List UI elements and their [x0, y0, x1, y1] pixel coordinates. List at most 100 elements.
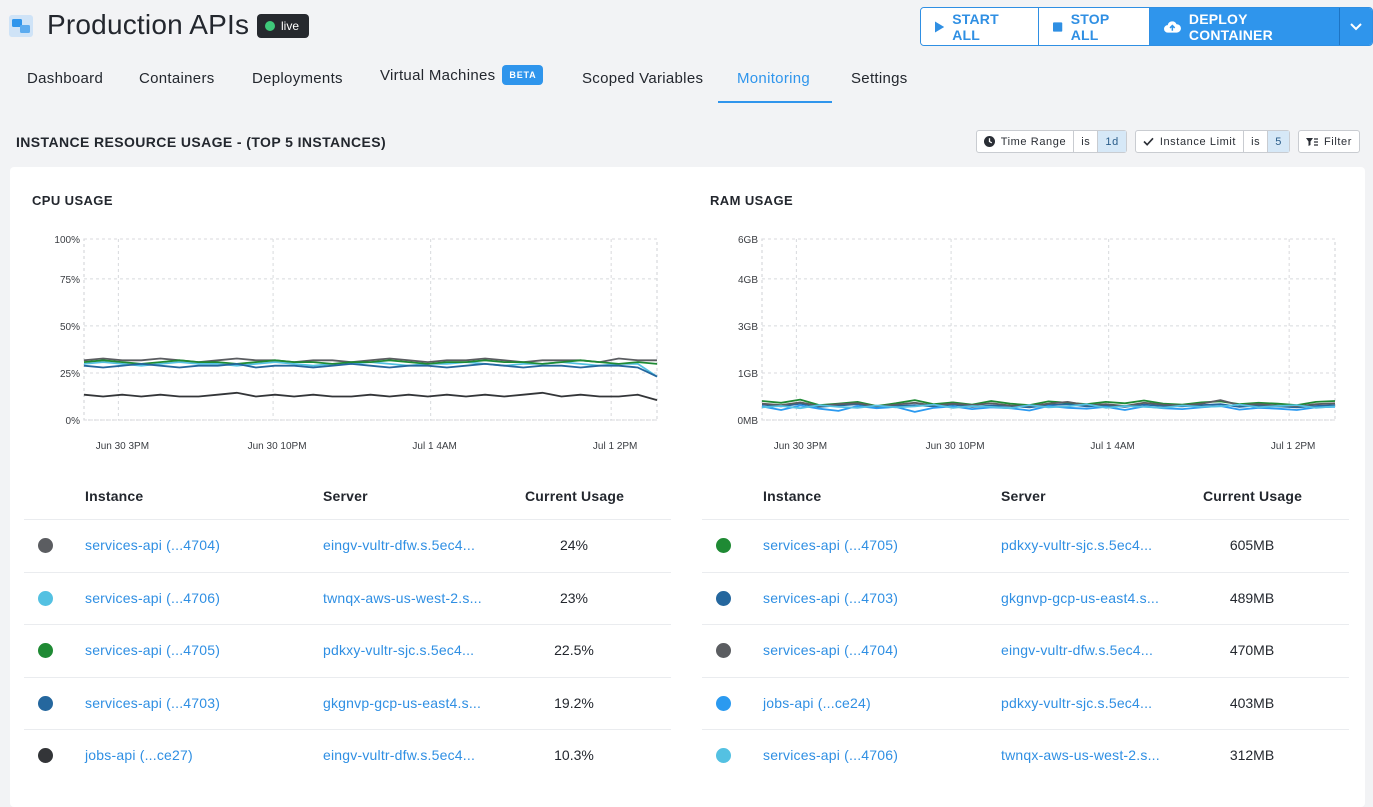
- deploy-container-label: DEPLOY CONTAINER: [1188, 10, 1273, 43]
- tab-scoped-variables[interactable]: Scoped Variables: [582, 70, 704, 87]
- series-color-dot: [716, 538, 731, 553]
- series-color-dot: [716, 590, 731, 606]
- series-line: [83, 359, 658, 365]
- instance-link[interactable]: jobs-api (...ce24): [763, 694, 871, 711]
- action-button-group: START ALL STOP ALL DEPLOY CONTAINER: [920, 7, 1373, 46]
- current-usage: 19.2%: [554, 694, 594, 711]
- x-tick-label: Jun 30 10PM: [926, 441, 985, 452]
- time-range-value[interactable]: 1d: [1098, 131, 1126, 152]
- status-badge: live: [257, 14, 309, 38]
- ram-table-header-server: Server: [1001, 488, 1046, 504]
- instance-limit-operator: is: [1244, 131, 1269, 152]
- y-tick-label: 100%: [54, 235, 80, 246]
- table-row: jobs-api (...ce24) pdkxy-vultr-sjc.s.5ec4…: [702, 676, 1349, 729]
- page-header: Production APIs live START ALL STOP ALL …: [0, 0, 1373, 52]
- server-link[interactable]: eingv-vultr-dfw.s.5ec4...: [1001, 642, 1154, 658]
- stop-icon: [1053, 21, 1063, 32]
- deploy-container-button[interactable]: DEPLOY CONTAINER: [1150, 8, 1340, 45]
- current-usage: 312MB: [1229, 747, 1275, 763]
- containers-icon: [9, 15, 33, 37]
- instance-link[interactable]: services-api (...4705): [763, 537, 899, 553]
- instance-link[interactable]: services-api (...4704): [85, 537, 221, 553]
- filter-button[interactable]: Filter: [1297, 130, 1360, 153]
- series-color-dot: [38, 748, 53, 763]
- instance-link[interactable]: services-api (...4703): [763, 589, 899, 606]
- table-row: services-api (...4706) twnqx-aws-us-west-…: [702, 729, 1349, 781]
- instance-link[interactable]: services-api (...4703): [85, 694, 221, 711]
- active-tab-indicator: [718, 101, 832, 103]
- time-range-operator: is: [1074, 131, 1099, 152]
- series-line: [83, 391, 658, 401]
- tab-monitoring[interactable]: Monitoring: [737, 70, 811, 87]
- cpu-chart-title: CPU USAGE: [32, 193, 113, 208]
- filter-bar: Time Range is 1d Instance Limit is 5 Fil…: [975, 130, 1360, 153]
- check-icon: [1143, 137, 1154, 146]
- deploy-options-button[interactable]: [1340, 8, 1372, 45]
- y-tick-label: 0%: [66, 416, 81, 427]
- current-usage: 605MB: [1229, 537, 1275, 553]
- tab-settings[interactable]: Settings: [851, 70, 908, 87]
- x-tick-label: Jul 1 2PM: [593, 441, 637, 452]
- series-line: [83, 362, 658, 378]
- instance-link[interactable]: services-api (...4706): [85, 589, 221, 606]
- server-link[interactable]: gkgnvp-gcp-us-east4.s...: [323, 694, 482, 711]
- instance-link[interactable]: services-api (...4705): [85, 642, 221, 658]
- instance-link[interactable]: jobs-api (...ce27): [85, 747, 193, 763]
- ram-chart-title: RAM USAGE: [710, 193, 794, 208]
- instance-limit-filter[interactable]: Instance Limit is 5: [1134, 130, 1290, 153]
- y-tick-label: 1GB: [738, 369, 758, 380]
- current-usage: 24%: [559, 537, 589, 553]
- series-color-dot: [38, 590, 53, 606]
- tab-virtual-machines-label: Virtual Machines: [380, 67, 496, 84]
- instance-link[interactable]: services-api (...4706): [763, 747, 899, 763]
- series-color-dot: [716, 643, 731, 658]
- instance-limit-label: Instance Limit: [1159, 135, 1237, 148]
- series-color-dot: [38, 643, 53, 658]
- table-row: services-api (...4705) pdkxy-vultr-sjc.s.…: [702, 519, 1349, 571]
- server-link[interactable]: twnqx-aws-us-west-2.s...: [323, 589, 482, 606]
- instance-link[interactable]: services-api (...4704): [763, 642, 899, 658]
- stop-all-label: STOP ALL: [1070, 10, 1110, 43]
- tab-deployments[interactable]: Deployments: [252, 70, 343, 87]
- cpu-table-header-server: Server: [323, 488, 368, 504]
- server-link[interactable]: pdkxy-vultr-sjc.s.5ec4...: [1001, 694, 1153, 711]
- y-tick-label: 4GB: [738, 275, 758, 286]
- tab-dashboard[interactable]: Dashboard: [27, 70, 104, 87]
- page-title: Production APIs: [47, 9, 250, 40]
- cpu-usage-chart: 100% 75% 50% 25% 0% Jun 30 3PM Jun 30 10PM Jul …: [54, 235, 658, 452]
- clock-icon: [983, 136, 995, 147]
- filter-button-inner: Filter: [1299, 131, 1359, 152]
- y-tick-label: 25%: [60, 369, 80, 380]
- current-usage: 22.5%: [554, 642, 594, 658]
- server-link[interactable]: gkgnvp-gcp-us-east4.s...: [1001, 589, 1160, 606]
- y-tick-label: 3GB: [738, 322, 758, 333]
- table-row: services-api (...4703) gkgnvp-gcp-us-east…: [24, 676, 671, 729]
- server-link[interactable]: pdkxy-vultr-sjc.s.5ec4...: [1001, 537, 1153, 553]
- tab-bar: Dashboard Containers Deployments Virtual…: [0, 56, 1373, 104]
- instance-limit-value[interactable]: 5: [1268, 131, 1289, 152]
- current-usage: 489MB: [1229, 589, 1275, 606]
- time-range-key: Time Range: [977, 131, 1075, 152]
- stop-all-button[interactable]: STOP ALL: [1039, 8, 1151, 45]
- y-tick-label: 50%: [60, 322, 80, 333]
- table-row: services-api (...4706) twnqx-aws-us-west-…: [24, 571, 671, 624]
- server-link[interactable]: pdkxy-vultr-sjc.s.5ec4...: [323, 642, 475, 658]
- time-range-filter[interactable]: Time Range is 1d: [975, 130, 1127, 153]
- tab-containers[interactable]: Containers: [139, 70, 215, 87]
- series-line: [83, 361, 658, 378]
- filter-label: Filter: [1323, 135, 1352, 148]
- server-link[interactable]: eingv-vultr-dfw.s.5ec4...: [323, 537, 476, 553]
- time-range-label: Time Range: [1000, 135, 1067, 148]
- x-tick-label: Jun 30 10PM: [248, 441, 307, 452]
- ram-table-header-instance: Instance: [763, 488, 822, 504]
- current-usage: 470MB: [1229, 642, 1275, 658]
- table-row: services-api (...4703) gkgnvp-gcp-us-east…: [702, 571, 1349, 624]
- start-all-button[interactable]: START ALL: [921, 8, 1040, 45]
- resource-usage-panel: CPU USAGE RAM USAGE 100% 75% 50% 25% 0% Jun 3…: [10, 167, 1365, 807]
- server-link[interactable]: eingv-vultr-dfw.s.5ec4...: [323, 747, 476, 763]
- server-link[interactable]: twnqx-aws-us-west-2.s...: [1001, 747, 1160, 763]
- tab-virtual-machines[interactable]: Virtual Machines BETA: [380, 65, 544, 85]
- series-color-dot: [38, 538, 53, 553]
- cloud-upload-icon: [1164, 20, 1181, 33]
- ram-usage-chart: 6GB 4GB 3GB 1GB 0MB Jun 30 3PM Jun 30 10PM Jul …: [737, 235, 1336, 452]
